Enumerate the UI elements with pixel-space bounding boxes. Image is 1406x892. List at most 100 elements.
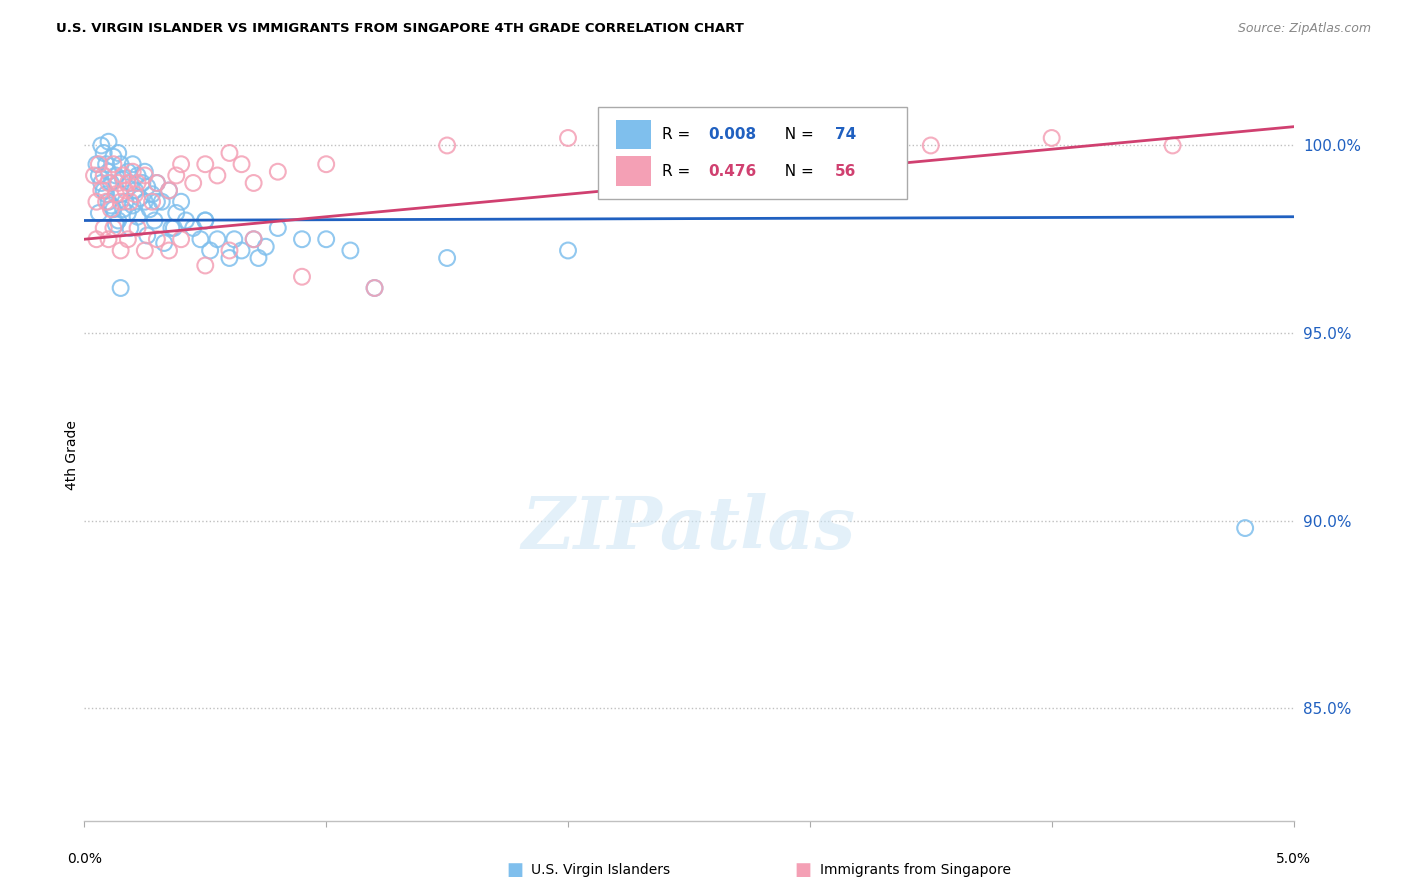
Point	[231, 244, 253, 258]
Point	[134, 194, 156, 209]
Point	[117, 206, 139, 220]
Point	[87, 157, 110, 171]
FancyBboxPatch shape	[616, 120, 651, 149]
Point	[117, 176, 139, 190]
Point	[117, 165, 139, 179]
Point	[170, 232, 193, 246]
Point	[97, 232, 120, 246]
Point	[97, 194, 120, 209]
Point	[117, 232, 139, 246]
Point	[218, 251, 240, 265]
Text: R =: R =	[662, 163, 696, 178]
Point	[120, 176, 142, 190]
Point	[112, 172, 135, 186]
Point	[110, 281, 132, 295]
Point	[107, 176, 129, 190]
Point	[153, 235, 176, 250]
Point	[83, 169, 105, 183]
Point	[87, 169, 110, 183]
Point	[136, 228, 159, 243]
Point	[1040, 131, 1063, 145]
Point	[94, 157, 117, 171]
Point	[157, 184, 180, 198]
Point	[141, 187, 163, 202]
Point	[110, 187, 132, 202]
Point	[315, 232, 337, 246]
Point	[146, 176, 169, 190]
Point	[1234, 521, 1257, 535]
Point	[104, 187, 127, 202]
Point	[165, 206, 187, 220]
Point	[112, 202, 135, 217]
Point	[557, 131, 579, 145]
Text: 0.0%: 0.0%	[67, 852, 101, 866]
Point	[86, 194, 108, 209]
Point	[86, 232, 108, 246]
Point	[799, 145, 821, 160]
Text: N =: N =	[775, 163, 818, 178]
Point	[124, 187, 146, 202]
Point	[127, 221, 149, 235]
Point	[254, 240, 277, 254]
Point	[93, 169, 115, 183]
Point	[146, 232, 169, 246]
Point	[121, 198, 143, 212]
Point	[181, 176, 204, 190]
Point	[291, 269, 314, 284]
Point	[103, 202, 125, 217]
Point	[194, 213, 217, 227]
Point	[242, 232, 264, 246]
Point	[170, 194, 193, 209]
Point	[90, 138, 112, 153]
Point	[110, 194, 132, 209]
Point	[110, 244, 132, 258]
Y-axis label: 4th Grade: 4th Grade	[65, 420, 79, 490]
Point	[127, 210, 149, 224]
Point	[242, 232, 264, 246]
Point	[170, 157, 193, 171]
Point	[339, 244, 361, 258]
Point	[129, 191, 152, 205]
Text: ■: ■	[506, 861, 523, 879]
Point	[93, 145, 115, 160]
Point	[194, 259, 217, 273]
Point	[136, 179, 159, 194]
Point	[86, 157, 108, 171]
Point	[920, 138, 942, 153]
Text: R =: R =	[662, 127, 696, 142]
Point	[146, 176, 169, 190]
Text: N =: N =	[775, 127, 818, 142]
Point	[121, 157, 143, 171]
Point	[231, 157, 253, 171]
Text: 0.008: 0.008	[709, 127, 756, 142]
Point	[114, 194, 136, 209]
Point	[247, 251, 270, 265]
Point	[93, 184, 115, 198]
Point	[127, 169, 149, 183]
Text: 56: 56	[835, 163, 856, 178]
Point	[110, 157, 132, 171]
Text: ZIPatlas: ZIPatlas	[522, 492, 856, 564]
Point	[160, 221, 183, 235]
Point	[127, 176, 149, 190]
Point	[141, 194, 163, 209]
Point	[121, 165, 143, 179]
Point	[103, 157, 125, 171]
Point	[120, 221, 142, 235]
Point	[1161, 138, 1184, 153]
Point	[94, 187, 117, 202]
Point	[90, 176, 112, 190]
Point	[194, 213, 217, 227]
Point	[207, 169, 229, 183]
Point	[218, 145, 240, 160]
Point	[224, 232, 246, 246]
Point	[131, 176, 153, 190]
Point	[242, 176, 264, 190]
Point	[363, 281, 385, 295]
Point	[103, 150, 125, 164]
FancyBboxPatch shape	[599, 108, 907, 199]
Point	[97, 165, 120, 179]
Point	[146, 194, 169, 209]
Point	[181, 221, 204, 235]
Point	[112, 169, 135, 183]
